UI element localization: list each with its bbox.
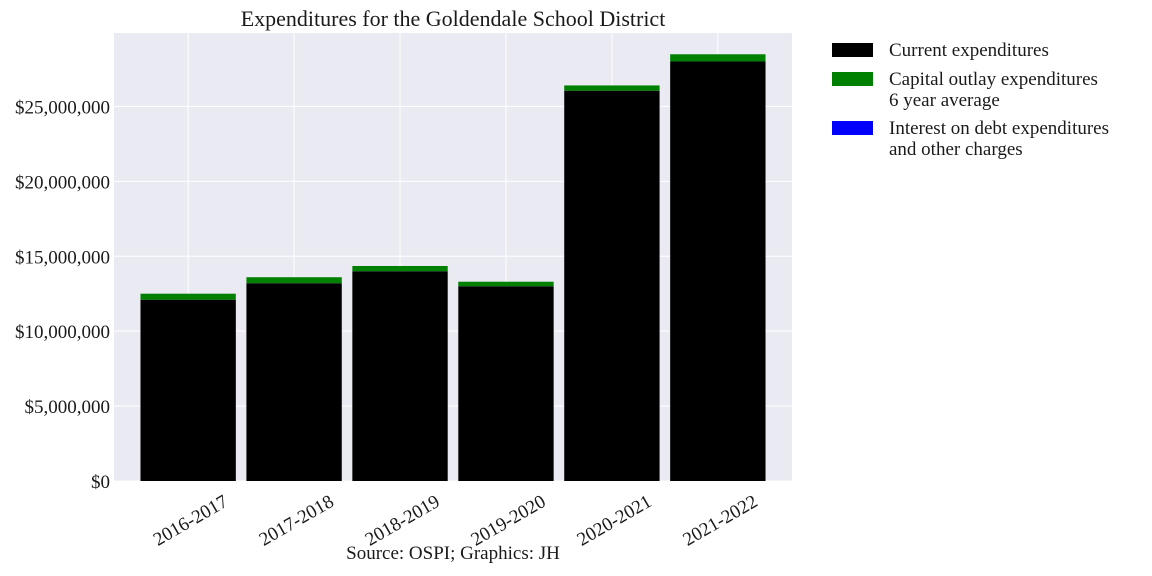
x-tick-label: 2019-2020 <box>468 491 550 550</box>
bar-1-2019-2020 <box>458 281 554 287</box>
y-tick-label: $5,000,000 <box>25 397 111 418</box>
legend-swatch <box>832 43 873 57</box>
bar-0-2021-2022 <box>670 61 766 481</box>
legend-label: Interest on debt expenditures and other … <box>889 118 1110 160</box>
bar-1-2021-2022 <box>670 54 766 62</box>
legend-swatch <box>832 72 873 86</box>
y-tick-label: $25,000,000 <box>15 97 110 118</box>
bar-0-2019-2020 <box>458 286 554 481</box>
x-tick-label: 2018-2019 <box>362 491 444 550</box>
source-note: Source: OSPI; Graphics: JH <box>346 543 560 564</box>
y-tick-label: $15,000,000 <box>15 247 110 268</box>
y-tick-label: $20,000,000 <box>15 172 110 193</box>
y-tick-label: $0 <box>91 472 110 493</box>
y-tick-label: $10,000,000 <box>15 322 110 343</box>
x-tick-label: 2016-2017 <box>150 491 232 550</box>
bar-1-2018-2019 <box>352 265 448 272</box>
bar-1-2020-2021 <box>564 85 660 91</box>
bar-1-2017-2018 <box>246 277 342 284</box>
bar-1-2016-2017 <box>140 293 236 300</box>
bar-0-2020-2021 <box>564 90 660 482</box>
x-tick-label: 2020-2021 <box>574 491 656 550</box>
bar-0-2016-2017 <box>140 299 236 481</box>
legend-label: Current expenditures <box>889 40 1049 61</box>
chart-title: Expenditures for the Goldendale School D… <box>240 6 666 31</box>
x-tick-label: 2021-2022 <box>680 491 762 550</box>
x-tick-label: 2017-2018 <box>256 491 338 550</box>
bar-0-2018-2019 <box>352 271 448 481</box>
legend-swatch <box>832 121 873 135</box>
bar-0-2017-2018 <box>246 283 342 481</box>
legend-label: Capital outlay expenditures 6 year avera… <box>889 69 1098 111</box>
